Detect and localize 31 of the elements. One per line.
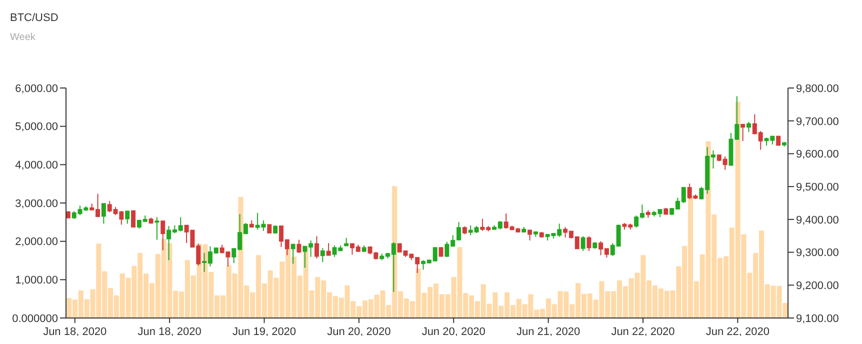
candlestick — [125, 210, 130, 224]
candlestick — [528, 229, 532, 241]
y2-tick-label: 9,700.00 — [796, 116, 839, 128]
y2-tick-label: 9,300.00 — [796, 247, 839, 260]
candlestick — [314, 236, 319, 260]
candlestick — [580, 236, 586, 252]
candlestick — [154, 216, 160, 240]
y-tick-label: 2,000.00 — [15, 236, 58, 248]
candlestick — [740, 123, 746, 142]
candlestick — [438, 246, 444, 257]
candlestick — [101, 202, 106, 224]
chart-subtitle: Week — [10, 32, 36, 43]
chart-title: BTC/USD — [10, 12, 58, 24]
candlestick — [746, 121, 751, 133]
y2-tick-label: 9,400.00 — [796, 214, 839, 226]
y-tick-label: 1,000.00 — [15, 274, 58, 287]
y-tick-label: 0.000000 — [12, 312, 58, 325]
y-tick-label: 5,000.00 — [15, 121, 58, 134]
y2-tick-label: 9,800.00 — [796, 82, 839, 95]
y2-tick-label: 9,100.00 — [796, 312, 839, 325]
y2-tick-label: 9,200.00 — [796, 280, 839, 292]
y-tick-label: 6,000.00 — [15, 82, 58, 95]
candlestick — [586, 236, 592, 252]
y2-tick-label: 9,600.00 — [796, 148, 839, 161]
candlestick — [131, 210, 136, 228]
y-tick-label: 3,000.00 — [15, 198, 58, 210]
y2-tick-label: 9,500.00 — [796, 181, 839, 194]
candlestick — [296, 239, 302, 254]
candlestick — [320, 248, 325, 263]
candlestick — [326, 242, 331, 256]
y-tick-label: 4,000.00 — [15, 160, 58, 172]
